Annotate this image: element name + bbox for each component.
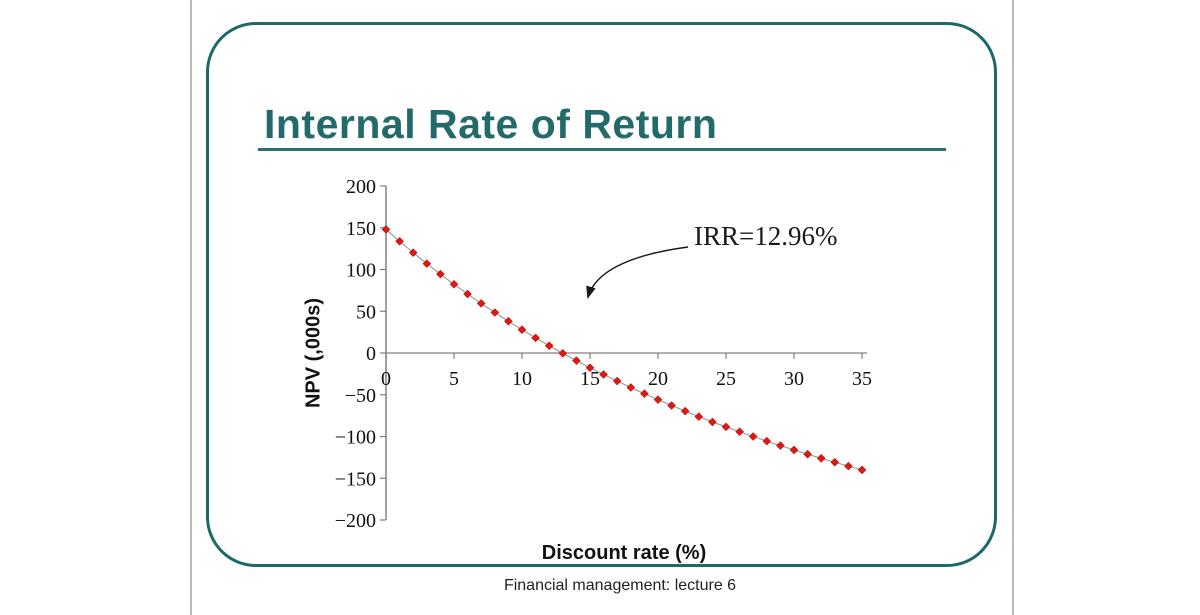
data-point-marker — [830, 457, 840, 467]
data-point-marker — [748, 432, 758, 441]
data-point-marker — [490, 308, 500, 317]
data-point-marker — [762, 436, 772, 446]
slide-rounded-border — [206, 22, 997, 567]
irr-annotation-arrow — [586, 246, 689, 300]
x-tick-label: 5 — [449, 368, 459, 390]
y-tick-label: −50 — [345, 385, 376, 407]
data-point-marker — [599, 370, 608, 379]
data-point-marker — [735, 427, 744, 437]
data-point-marker — [612, 376, 622, 386]
x-tick-label: 20 — [648, 368, 668, 390]
data-point-marker — [708, 417, 717, 427]
data-point-marker — [816, 453, 826, 463]
x-axis-title: Discount rate (%) — [541, 542, 707, 564]
data-point-marker — [844, 461, 853, 471]
data-point-marker — [653, 395, 663, 405]
y-tick-label: 100 — [346, 260, 376, 282]
data-point-marker — [504, 316, 513, 326]
slide-title: Internal Rate of Return — [264, 101, 718, 148]
data-point-marker — [517, 325, 527, 335]
data-point-marker — [422, 259, 432, 268]
y-tick-label: 200 — [346, 176, 376, 198]
data-point-marker — [585, 363, 595, 373]
slide-footer: Financial management: lecture 6 — [503, 577, 737, 594]
y-tick-label: 0 — [366, 343, 376, 365]
data-point-marker — [531, 333, 540, 343]
data-point-marker — [640, 389, 649, 399]
irr-annotation-label: IRR=12.96% — [694, 221, 838, 251]
data-point-marker — [395, 236, 404, 246]
x-tick-label: 30 — [784, 368, 804, 390]
data-point-marker — [558, 348, 568, 358]
data-point-marker — [680, 406, 690, 416]
data-point-marker — [449, 279, 459, 289]
data-point-marker — [721, 422, 731, 432]
data-point-marker — [476, 299, 486, 308]
data-point-marker — [572, 356, 581, 365]
y-tick-label: −150 — [335, 468, 376, 490]
x-tick-label: 15 — [580, 368, 600, 390]
data-point-marker — [436, 269, 445, 279]
data-point-marker — [544, 341, 554, 351]
data-point-marker — [463, 289, 472, 299]
slide-edge-left — [190, 0, 192, 615]
npv-line — [385, 229, 863, 471]
data-point-marker — [857, 465, 867, 475]
y-tick-label: 50 — [356, 301, 376, 323]
x-tick-label: 10 — [512, 368, 532, 390]
data-point-marker — [789, 445, 799, 455]
slide-edge-right — [1012, 0, 1014, 615]
npv-series — [381, 225, 867, 475]
data-point-marker — [408, 248, 418, 257]
y-tick-label: 150 — [346, 218, 376, 240]
data-point-marker — [803, 449, 812, 459]
x-tick-label: 0 — [381, 368, 391, 390]
data-point-marker — [776, 441, 785, 450]
y-tick-label: −200 — [335, 510, 376, 532]
y-axis-title: NPV (,000s) — [302, 297, 325, 409]
title-underline-rule — [258, 148, 946, 151]
x-tick-label: 25 — [716, 368, 736, 390]
data-point-marker — [626, 383, 636, 392]
data-point-marker — [381, 225, 391, 234]
y-tick-label: −100 — [335, 427, 376, 449]
data-point-marker — [694, 412, 704, 421]
x-tick-label: 35 — [852, 368, 872, 390]
data-point-marker — [667, 401, 676, 410]
